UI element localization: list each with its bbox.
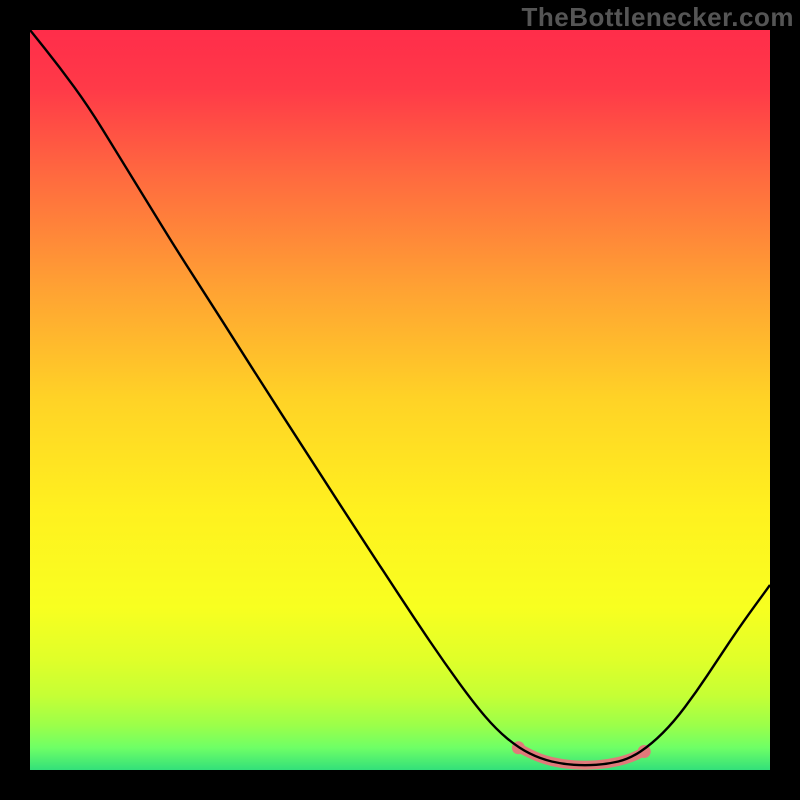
- watermark-text: TheBottlenecker.com: [522, 2, 794, 33]
- chart-container: TheBottlenecker.com: [0, 0, 800, 800]
- bottleneck-chart: [0, 0, 800, 800]
- plot-background: [30, 30, 770, 770]
